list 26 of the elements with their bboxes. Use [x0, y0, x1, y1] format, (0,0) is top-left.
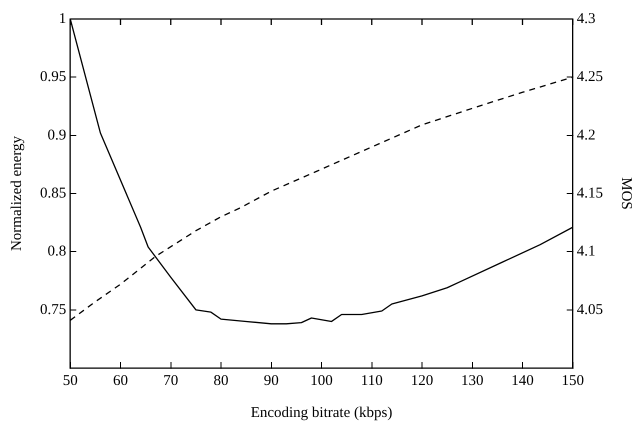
y2-axis-title: MOS	[618, 177, 634, 210]
x-tick-label: 50	[62, 372, 78, 389]
x-tick-label: 100	[310, 372, 333, 389]
y-axis-title: Normalized energy	[8, 135, 25, 252]
y2-tick-label: 4.05	[576, 302, 603, 318]
y-tick-label: 0.75	[40, 302, 66, 318]
x-tick-label: 140	[511, 372, 534, 389]
x-tick-label: 70	[163, 372, 178, 389]
y-tick-label: 1	[58, 10, 66, 27]
y2-tick-label: 4.3	[576, 10, 596, 27]
x-axis-title: Encoding bitrate (kbps)	[250, 404, 392, 421]
y2-tick-label: 4.25	[576, 69, 603, 86]
x-tick-label: 80	[214, 372, 228, 389]
y2-tick-label: 4.15	[576, 185, 603, 202]
x-tick-label: 120	[410, 372, 434, 389]
x-tick-label: 130	[461, 372, 484, 389]
y-tick-label: 0.95	[40, 69, 66, 86]
y-tick-label: 0.9	[48, 127, 66, 144]
x-tick-label: 60	[113, 372, 128, 389]
y-tick-label: 0.8	[48, 244, 66, 260]
x-tick-label: 150	[562, 372, 584, 389]
y2-tick-label: 4.1	[576, 244, 596, 260]
x-tick-label: 110	[360, 372, 383, 389]
x-tick-label: 90	[264, 372, 279, 389]
y-tick-label: 0.85	[40, 185, 66, 202]
y2-tick-label: 4.2	[576, 127, 596, 144]
